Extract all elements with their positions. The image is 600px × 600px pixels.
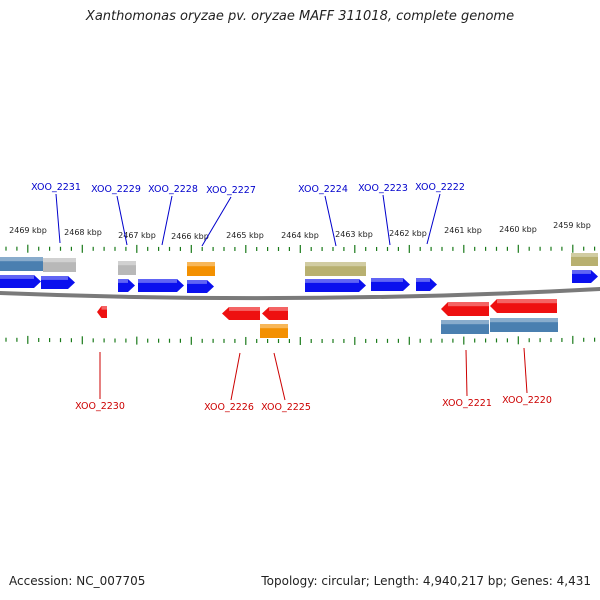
scale-label: 2465 kbp (226, 231, 264, 240)
scale-label: 2460 kbp (499, 225, 537, 234)
feature-block (260, 324, 288, 338)
gene-arrow-highlight (416, 278, 430, 282)
accession-text: Accession: NC_007705 (9, 574, 146, 588)
feature-highlight (441, 320, 489, 325)
gene-arrow-highlight (572, 270, 591, 274)
scale-label: 2464 kbp (281, 231, 319, 240)
gene-arrow (572, 270, 598, 283)
scale-label: 2467 kbp (118, 231, 156, 240)
label-leader-line (324, 195, 337, 247)
gene-arrow-highlight (0, 275, 34, 279)
label-leader-line (201, 196, 232, 247)
gene-arrow (118, 279, 135, 292)
gene-label-reverse: XOO_2225 (261, 402, 311, 413)
gene-label-forward: XOO_2227 (206, 185, 256, 196)
feature-block (441, 320, 489, 334)
gene-label-forward: XOO_2224 (298, 184, 348, 195)
gene-arrow (0, 275, 41, 288)
feature-block (0, 257, 43, 271)
label-leader-line (230, 352, 241, 401)
feature-block (43, 258, 76, 272)
features (0, 253, 598, 338)
gene-label-forward: XOO_2222 (415, 182, 465, 193)
gene-label-forward: XOO_2223 (358, 183, 408, 194)
gene-arrow-highlight (187, 280, 207, 284)
feature-block (118, 261, 136, 275)
map-title: Xanthomonas oryzae pv. oryzae MAFF 31101… (85, 9, 515, 24)
gene-arrow (222, 307, 260, 320)
scale-label: 2459 kbp (553, 221, 591, 230)
gene-arrow (138, 279, 184, 292)
label-leader-line (161, 195, 173, 246)
feature-block (187, 262, 215, 276)
gene-label-reverse: XOO_2226 (204, 402, 254, 413)
label-leaders (55, 193, 528, 401)
scale-label: 2461 kbp (444, 226, 482, 235)
gene-arrow-highlight (497, 299, 557, 304)
scale-label: 2469 kbp (9, 226, 47, 235)
gene-arrow-highlight (138, 279, 177, 283)
gene-arrow (41, 276, 75, 289)
gene-arrow (97, 306, 107, 318)
scale-label: 2468 kbp (64, 228, 102, 237)
gene-arrow (441, 302, 489, 316)
genome-backbone (0, 287, 600, 301)
label-leader-line (273, 352, 286, 401)
gene-arrow (490, 299, 557, 313)
gene-label-forward: XOO_2229 (91, 184, 141, 195)
gene-arrow (187, 280, 214, 293)
bottom-scale-ticks (5, 335, 596, 345)
gene-label-forward: XOO_2231 (31, 182, 81, 193)
feature-block (490, 318, 558, 332)
gene-arrow-highlight (269, 307, 288, 311)
feature-highlight (490, 318, 558, 323)
gene-label-forward: XOO_2228 (148, 184, 198, 195)
feature-highlight (260, 324, 288, 329)
gene-arrow (262, 307, 288, 320)
label-leader-line (426, 193, 441, 245)
label-leader-line (382, 194, 391, 246)
feature-highlight (305, 262, 366, 267)
genome-summary-text: Topology: circular; Length: 4,940,217 bp… (261, 574, 591, 588)
gene-arrow-highlight (118, 279, 128, 283)
feature-highlight (43, 258, 76, 263)
gene-arrow-highlight (41, 276, 68, 280)
gene-arrow-highlight (448, 302, 489, 307)
gene-arrow-highlight (305, 279, 359, 283)
gene-label-reverse: XOO_2230 (75, 401, 125, 412)
gene-arrow (305, 279, 366, 292)
feature-highlight (571, 253, 598, 257)
label-leader-line (465, 349, 468, 397)
gene-labels: XOO_2231 XOO_2229 XOO_2228 XOO_2227 XOO_2224… (31, 182, 552, 413)
scale-label: 2462 kbp (389, 229, 427, 238)
scale-labels: 2469 kbp 2468 kbp 2467 kbp 2466 kbp 2465 kbp… (9, 221, 591, 241)
gene-arrow-highlight (101, 306, 107, 310)
scale-label: 2466 kbp (171, 232, 209, 241)
label-leader-line (116, 195, 128, 246)
gene-label-reverse: XOO_2221 (442, 398, 492, 409)
gene-label-reverse: XOO_2220 (502, 395, 552, 406)
label-leader-line (55, 193, 61, 244)
label-leader-line (523, 347, 528, 394)
top-scale-ticks (5, 244, 596, 253)
feature-highlight (0, 257, 43, 262)
gene-arrow-highlight (371, 278, 403, 282)
feature-block (305, 262, 366, 276)
gene-arrow-highlight (229, 307, 260, 311)
feature-block (571, 253, 598, 266)
gene-arrow (371, 278, 410, 291)
gene-arrow (416, 278, 437, 291)
scale-label: 2463 kbp (335, 230, 373, 239)
feature-highlight (187, 262, 215, 267)
feature-highlight (118, 261, 136, 266)
